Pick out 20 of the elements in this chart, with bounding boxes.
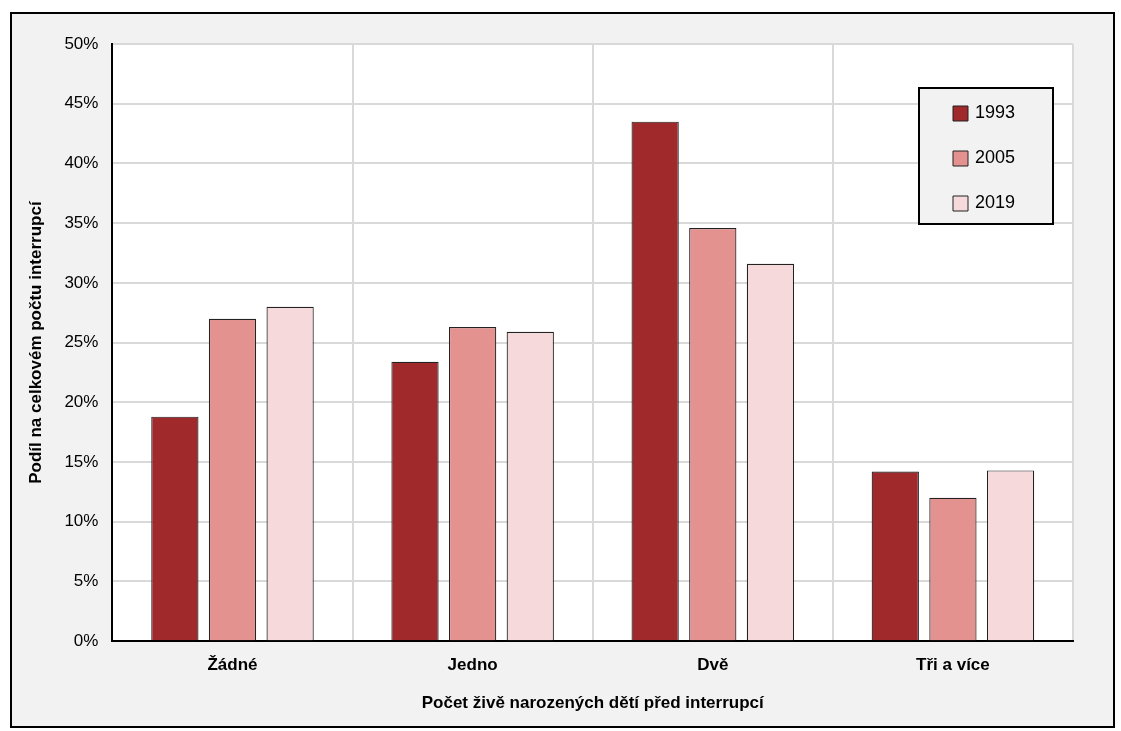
y-tick-label: 15%: [64, 451, 99, 471]
x-tick-label: Dvě: [697, 655, 729, 675]
y-tick-label: 35%: [64, 212, 99, 232]
x-tick-label: Tři a více: [916, 655, 990, 675]
legend-label: 2019: [975, 191, 1016, 212]
y-tick-label: 25%: [64, 332, 99, 352]
legend-label: 1993: [975, 101, 1016, 122]
x-tick-label: Žádné: [207, 655, 258, 675]
y-tick-label: 40%: [64, 153, 99, 173]
legend-label: 2005: [975, 146, 1016, 167]
y-tick-label: 30%: [64, 272, 99, 292]
y-tick-label: 45%: [64, 93, 99, 113]
y-tick-label: 5%: [73, 571, 99, 591]
y-tick-label: 0%: [73, 630, 99, 650]
x-axis-title: Počet živě narozených dětí před interrupcí: [421, 693, 765, 713]
x-tick-label: Jedno: [447, 655, 498, 675]
y-axis-title: Podíl na celkovém počtu interrupcí: [25, 200, 45, 484]
y-tick-label: 50%: [64, 33, 99, 53]
y-tick-label: 20%: [64, 392, 99, 412]
y-tick-label: 10%: [64, 511, 99, 531]
